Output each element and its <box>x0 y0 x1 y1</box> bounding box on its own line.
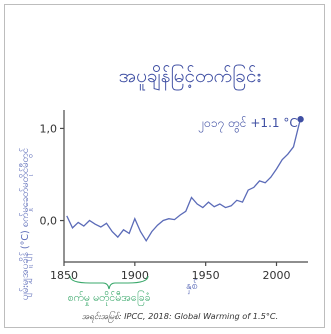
y-ticks: 0,0 1,0 <box>40 122 64 228</box>
baseline-brace <box>69 275 149 290</box>
x-tick-label: 1900 <box>121 269 149 282</box>
chart-title: အပူချိန်မြင့်တက်ခြင်း <box>119 63 262 91</box>
x-ticks: 1850 1900 1950 2000 <box>50 262 291 282</box>
baseline-label: စက်မှု မတိုင်မီအခြေခံ <box>68 290 151 306</box>
annotation-label: ၂၀၁၇ တွင် +1.1 °C <box>198 115 297 133</box>
source-note: အရင်းအမြစ်: IPCC, 2018: Global Warming o… <box>82 311 278 323</box>
x-tick-label: 1950 <box>192 269 220 282</box>
x-axis-label: နှစ် <box>186 279 198 294</box>
latest-point <box>297 116 304 123</box>
x-tick-label: 1850 <box>50 269 78 282</box>
y-tick-label: 0,0 <box>40 215 58 228</box>
chart-frame <box>4 4 325 328</box>
x-tick-label: 2000 <box>263 269 291 282</box>
y-axis-label: ပျမ်းမျှအပူချိန် (°C) စက်မှုခေတ်မတိုင်မီ… <box>20 147 32 300</box>
y-tick-label: 1,0 <box>40 122 58 135</box>
series-line <box>66 119 302 243</box>
